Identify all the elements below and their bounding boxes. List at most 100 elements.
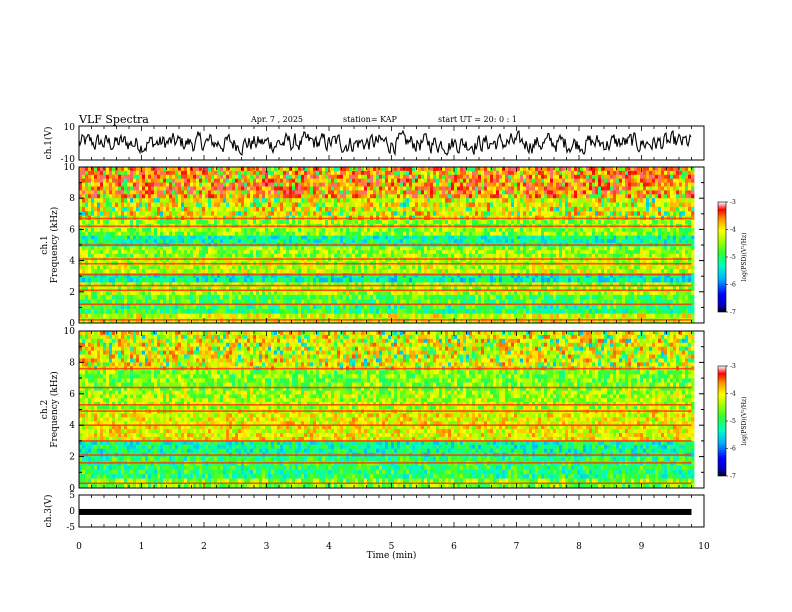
- ch1-spectrogram-cell: [340, 194, 344, 199]
- ch1-spectrogram-cell: [526, 227, 530, 233]
- ch1-spectrogram-cell: [469, 174, 473, 180]
- ch1-spectrogram-cell: [517, 194, 521, 199]
- ch1-spectrogram-cell: [262, 235, 266, 240]
- ch1-spectrogram-cell: [118, 182, 122, 187]
- ch1-spectrogram-cell: [103, 250, 107, 255]
- ch1-spectrogram-cell: [442, 250, 446, 255]
- ch1-spectrogram-cell: [655, 202, 659, 208]
- ch1-spectrogram-cell: [355, 206, 359, 212]
- ch1-spectrogram-cell: [169, 211, 173, 217]
- ch1-spectrogram-cell: [655, 178, 659, 183]
- ch1-spectrogram-cell: [313, 202, 317, 208]
- ch1-spectrogram-cell: [268, 167, 272, 172]
- ch1-spectrogram-cell: [526, 167, 530, 172]
- ch1-spectrogram-cell: [442, 182, 446, 187]
- ch1-spectrogram-cell: [562, 235, 566, 240]
- ch1-spectrogram-cell: [127, 170, 131, 176]
- ch1-spectrogram-cell: [415, 211, 419, 217]
- ch1-spectrogram-cell: [529, 198, 533, 203]
- ch1-spectrogram-cell: [604, 235, 608, 240]
- ch1-spectrogram-cell: [553, 239, 557, 244]
- ch1-spectrogram-cell: [427, 178, 431, 183]
- ch1-spectrogram-cell: [130, 186, 134, 191]
- ch1-spectrogram-cell: [427, 235, 431, 240]
- ch1-spectrogram-cell: [181, 246, 185, 251]
- ch1-spectrogram-cell: [307, 227, 311, 233]
- ch1-spectrogram-cell: [169, 167, 173, 172]
- ch1-spectrogram-cell: [637, 167, 641, 172]
- ch1-spectrogram-cell: [628, 239, 632, 244]
- ch1-spectrogram-cell: [691, 186, 695, 191]
- ch1-spectrogram-cell: [139, 198, 143, 203]
- ch1-spectrogram-cell: [97, 202, 101, 208]
- ch1-spectrogram-cell: [196, 170, 200, 176]
- ch1-spectrogram-cell: [457, 190, 461, 195]
- ch1-spectrogram-cell: [244, 186, 248, 191]
- ch1-spectrogram-cell: [631, 170, 635, 176]
- ch1-spectrogram-cell: [439, 211, 443, 217]
- ch1-spectrogram-cell: [205, 194, 209, 199]
- ch1-spectrogram-cell: [547, 253, 551, 258]
- ch1-spectrogram-cell: [208, 198, 212, 203]
- ch1-spectrogram-cell: [133, 167, 137, 172]
- ch1-spectrogram-cell: [421, 246, 425, 251]
- ch1-spectrogram-cell: [217, 167, 221, 172]
- ch1-spectrogram-cell: [499, 211, 503, 217]
- ch1-spectrogram-cell: [166, 170, 170, 176]
- ch1-spectrogram-cell: [427, 253, 431, 258]
- ch1-spectrogram-cell: [343, 253, 347, 258]
- ch1-spectrogram-cell: [550, 190, 554, 195]
- ch1-spectrogram-cell: [313, 246, 317, 251]
- ch1-spectrogram-cell: [649, 178, 653, 183]
- ch1-spectrogram-cell: [415, 186, 419, 191]
- ch1-spectrogram-cell: [436, 182, 440, 187]
- ch1-spectrogram-cell: [436, 227, 440, 233]
- ch1-spectrogram-cell: [463, 202, 467, 208]
- ch1-spectrogram-cell: [661, 182, 665, 187]
- ch1-spectrogram-cell: [340, 182, 344, 187]
- ch1-spectrogram-cell: [313, 167, 317, 172]
- ch1-spectrogram-cell: [325, 190, 329, 195]
- ch1-spectrogram-cell: [574, 253, 578, 258]
- ch1-spectrogram-cell: [619, 174, 623, 180]
- ch1-spectrogram-cell: [565, 206, 569, 212]
- ch1-spectrogram-cell: [484, 253, 488, 258]
- ch1-spectrogram-cell: [499, 194, 503, 199]
- ch1-spectrogram-cell: [586, 211, 590, 217]
- ch1-spectrogram-cell: [229, 170, 233, 176]
- ch1-spectrogram-cell: [652, 253, 656, 258]
- ch1-spectrogram-cell: [163, 250, 167, 255]
- ch1-spectrogram-cell: [439, 231, 443, 237]
- ch1-spectrogram-cell: [82, 198, 86, 203]
- ch1-spectrogram-cell: [187, 190, 191, 195]
- ch1-spectrogram-cell: [379, 239, 383, 244]
- ch1-spectrogram-cell: [625, 170, 629, 176]
- ch1-spectrogram-cell: [103, 174, 107, 180]
- ch1-spectrogram-cell: [541, 246, 545, 251]
- ch1-spectrogram-cell: [484, 235, 488, 240]
- ch1-spectrogram-cell: [292, 178, 296, 183]
- ch1-spectrogram-cell: [331, 186, 335, 191]
- ch1-spectrogram-cell: [286, 246, 290, 251]
- ch1-spectrogram-cell: [202, 250, 206, 255]
- ch1-spectrogram-cell: [265, 211, 269, 217]
- ch1-spectrogram-cell: [130, 167, 134, 172]
- ch1-spectrogram-cell: [397, 182, 401, 187]
- ch1-spectrogram-cell: [286, 190, 290, 195]
- ch1-spectrogram-cell: [670, 246, 674, 251]
- ch1-spectrogram-cell: [205, 170, 209, 176]
- ch1-spectrogram-cell: [118, 202, 122, 208]
- ch1-spectrogram-cell: [202, 190, 206, 195]
- ch1-spectrogram-cell: [664, 182, 668, 187]
- ch1-spectrogram-cell: [517, 202, 521, 208]
- ch1-spectrogram-cell: [586, 178, 590, 183]
- ch1-spectrogram-cell: [397, 202, 401, 208]
- ch1-spectrogram-cell: [568, 220, 572, 225]
- ch1-spectrogram-cell: [472, 202, 476, 208]
- ch1-spectrogram-cell: [268, 239, 272, 244]
- ch1-spectrogram-cell: [541, 220, 545, 225]
- ch1-spectrogram-cell: [226, 174, 230, 180]
- ch1-spectrogram-cell: [334, 206, 338, 212]
- ch1-spectrogram-cell: [358, 198, 362, 203]
- ch1-spectrogram-cell: [505, 250, 509, 255]
